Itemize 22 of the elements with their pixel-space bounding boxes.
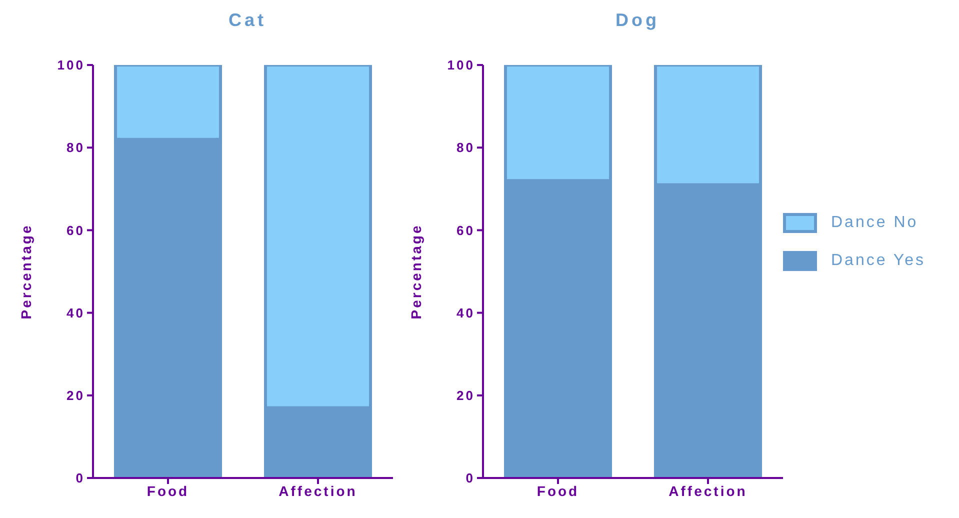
y-tick-label: 20	[456, 388, 475, 404]
y-tick-label: 60	[456, 222, 475, 238]
y-tick-label: 0	[466, 470, 475, 486]
y-tick-label: 80	[66, 140, 85, 156]
chart-title: Cat	[227, 10, 268, 31]
legend-label: Dance Yes	[831, 252, 926, 270]
x-tick-label: Food	[146, 482, 190, 499]
y-tick-label: 60	[66, 222, 85, 238]
x-tick-label: Affection	[668, 482, 748, 499]
y-tick-label: 100	[57, 58, 85, 73]
y-axis-title: Percentage	[408, 224, 424, 320]
y-tick-label: 20	[66, 388, 85, 404]
y-axis-title: Percentage	[18, 224, 34, 320]
y-tick-label: 40	[456, 305, 475, 320]
x-tick-label: Affection	[278, 482, 358, 499]
y-tick-label: 40	[66, 305, 85, 320]
x-tick-label: Food	[536, 482, 580, 499]
y-tick-label: 80	[456, 140, 475, 156]
y-tick-label: 0	[76, 470, 85, 486]
legend-label: Dance No	[831, 214, 918, 232]
y-tick-label: 100	[447, 58, 475, 73]
chart-title: Dog	[614, 10, 660, 31]
